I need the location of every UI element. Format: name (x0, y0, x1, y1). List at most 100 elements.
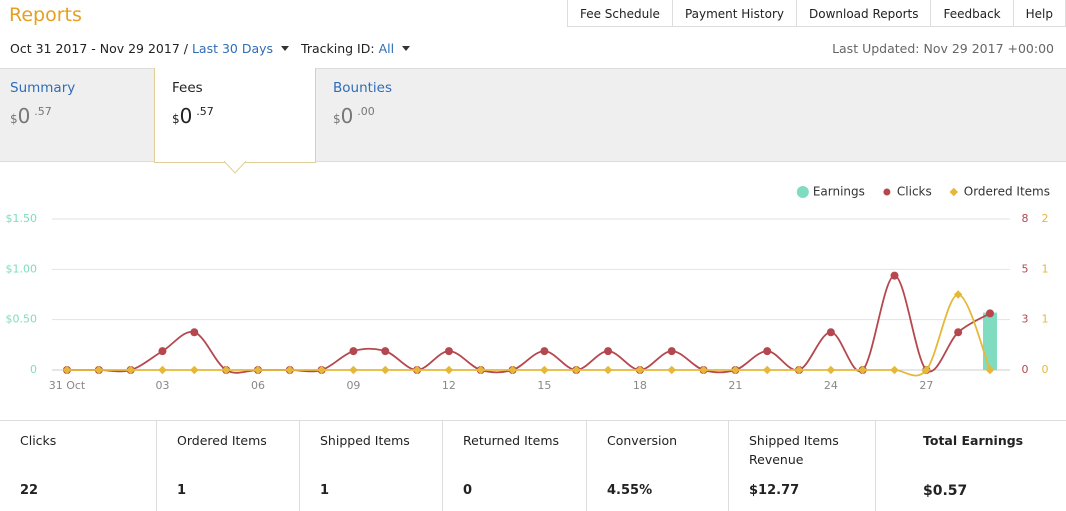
amount: 0 (340, 104, 354, 128)
fraction: .57 (34, 105, 52, 118)
stat-label: Shipped Items Revenue (749, 433, 839, 467)
tracking-select[interactable]: All (378, 41, 395, 56)
stat-label: Conversion (607, 433, 678, 448)
point (731, 365, 740, 375)
tab[interactable]: Summary $0 .57 (10, 80, 75, 128)
point (763, 347, 772, 356)
point (667, 365, 676, 375)
point (381, 365, 390, 375)
point (954, 328, 963, 337)
stat: Shipped Items Revenue $12.77 (729, 421, 876, 511)
point (826, 328, 835, 337)
page-title: Reports (9, 4, 82, 26)
x-tick-label: 15 (537, 379, 551, 392)
stat: Ordered Items 1 (157, 421, 300, 511)
point (922, 365, 931, 375)
point (985, 365, 995, 375)
bar (983, 312, 997, 370)
legend-label: Ordered Items (964, 185, 1050, 199)
point (540, 347, 549, 356)
caret (281, 46, 290, 51)
tab[interactable]: Fees $0 .57 (172, 80, 214, 128)
active-tab (154, 68, 316, 163)
point (667, 347, 676, 356)
point (317, 365, 326, 375)
stat: Total Earnings $0.57 (876, 421, 1066, 511)
nav-link[interactable]: Feedback (930, 0, 1014, 27)
point (762, 365, 772, 375)
amount: 0 (17, 104, 31, 128)
y2-tick-label: 2 (1042, 212, 1049, 225)
y-tick-label: $1.00 (6, 262, 38, 275)
point (444, 347, 453, 356)
y2-tick-label: 1 (1042, 262, 1049, 275)
x-tick-label: 12 (442, 379, 456, 392)
point (349, 365, 358, 375)
point (540, 365, 549, 375)
point (253, 365, 263, 375)
stats: Clicks 22 Ordered Items 1 Shipped Items 1 R… (0, 420, 1066, 511)
tracking-label: Tracking ID: (301, 41, 375, 56)
tab[interactable]: Bounties $0 .00 (333, 80, 392, 128)
nav: Fee Schedule Payment History Download Re… (566, 0, 1066, 27)
fraction: .57 (196, 105, 214, 118)
tab-name: Fees (172, 80, 203, 96)
stat: Conversion 4.55% (587, 421, 729, 511)
point (126, 365, 135, 375)
line (66, 274, 991, 374)
nav-link[interactable]: Help (1012, 0, 1066, 27)
period-select[interactable]: Last 30 Days (191, 41, 274, 56)
point (62, 365, 72, 375)
point (635, 365, 645, 375)
date-range: Oct 31 2017 - Nov 29 2017 / (10, 41, 188, 56)
stat: Shipped Items 1 (300, 421, 443, 511)
point (858, 365, 867, 375)
stat-label: Shipped Items (320, 433, 410, 448)
caret (402, 46, 411, 51)
point (699, 365, 708, 375)
stat-value: $0.57 (923, 483, 968, 499)
x-tick-label: 06 (251, 379, 265, 392)
point (158, 347, 167, 356)
y2-tick-label: 0 (1042, 363, 1049, 376)
point (986, 309, 994, 318)
legend-swatch (796, 186, 809, 198)
currency: $ (10, 112, 18, 126)
amount: 0 (179, 104, 193, 128)
legend-label: Clicks (897, 185, 932, 199)
stat-value: 22 (20, 483, 39, 498)
y-tick-label: $1.50 (6, 212, 38, 225)
y2-tick-label: 1 (1042, 313, 1049, 326)
x-tick-label: 09 (346, 379, 360, 392)
point (604, 347, 613, 356)
filters: Oct 31 2017 - Nov 29 2017 / Last 30 Days… (10, 41, 418, 56)
stat-label: Returned Items (463, 433, 560, 448)
nav-link[interactable]: Payment History (671, 0, 797, 27)
nav-link[interactable]: Fee Schedule (566, 0, 673, 27)
stat: Clicks 22 (0, 421, 157, 511)
stat-value: 1 (177, 483, 187, 498)
y2-tick-label: 0 (1022, 363, 1029, 376)
y-tick-label: $0.50 (6, 313, 38, 326)
point (603, 365, 613, 375)
point (508, 365, 517, 375)
stat-value: 0 (463, 483, 473, 498)
nav-link[interactable]: Download Reports (795, 0, 932, 27)
point (890, 271, 899, 280)
currency: $ (333, 112, 341, 126)
x-tick-label: 21 (728, 379, 742, 392)
point (349, 347, 358, 356)
tab-pointer (224, 160, 246, 174)
y2-tick-label: 5 (1022, 262, 1029, 275)
y-tick-label: 0 (30, 363, 37, 376)
point (190, 365, 199, 375)
point (94, 365, 104, 375)
x-tick-label: 27 (919, 379, 933, 392)
point (285, 365, 295, 375)
stat-value: $12.77 (749, 483, 800, 498)
fraction: .00 (357, 105, 375, 118)
stat: Returned Items 0 (443, 421, 587, 511)
y2-tick-label: 3 (1022, 313, 1029, 326)
